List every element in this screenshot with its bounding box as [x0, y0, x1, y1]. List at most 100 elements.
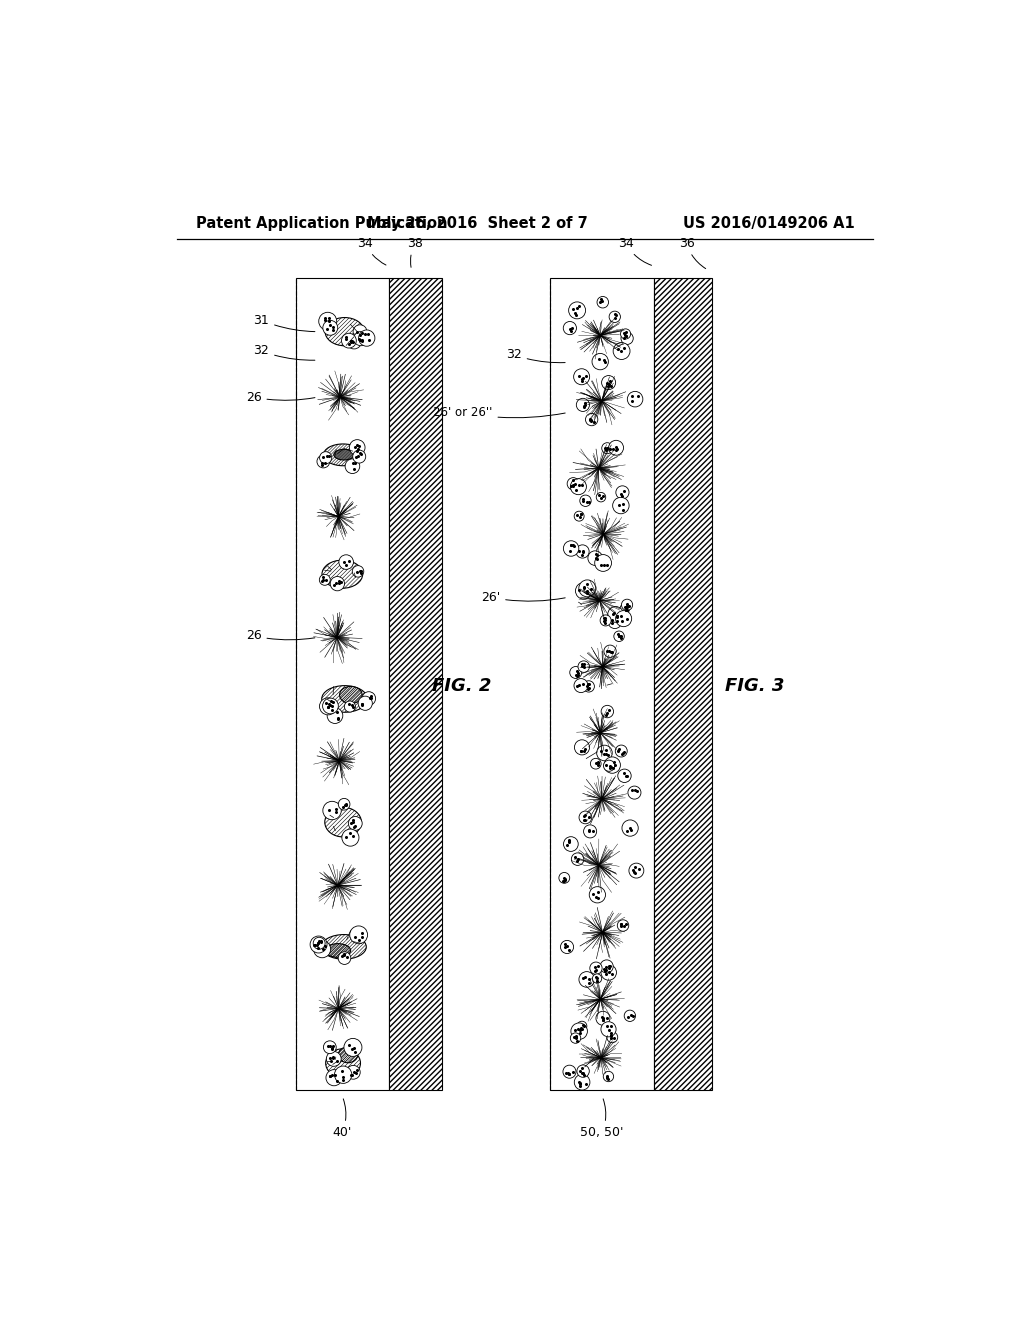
Circle shape	[628, 392, 643, 407]
Circle shape	[330, 577, 344, 591]
Ellipse shape	[322, 935, 367, 960]
Text: May 26, 2016  Sheet 2 of 7: May 26, 2016 Sheet 2 of 7	[367, 216, 588, 231]
Ellipse shape	[340, 686, 362, 704]
Circle shape	[593, 974, 602, 983]
Bar	[296, 277, 388, 1090]
Text: 38: 38	[408, 236, 423, 268]
Circle shape	[580, 495, 591, 507]
Circle shape	[574, 511, 584, 521]
Circle shape	[613, 343, 630, 359]
Circle shape	[327, 1052, 341, 1067]
Circle shape	[602, 376, 615, 389]
Circle shape	[615, 486, 629, 499]
Circle shape	[621, 333, 633, 345]
Circle shape	[609, 312, 621, 322]
Circle shape	[617, 920, 629, 931]
Circle shape	[604, 756, 621, 774]
Circle shape	[560, 940, 573, 953]
Text: 50, 50': 50, 50'	[581, 1098, 624, 1139]
Circle shape	[603, 1072, 613, 1081]
Circle shape	[592, 354, 608, 370]
Circle shape	[310, 936, 327, 953]
Circle shape	[567, 478, 580, 490]
Circle shape	[335, 1067, 352, 1084]
Circle shape	[578, 661, 590, 672]
Text: 34: 34	[617, 236, 651, 265]
Circle shape	[327, 708, 343, 723]
Bar	[654, 277, 712, 1090]
Text: 26': 26'	[481, 591, 565, 603]
Circle shape	[579, 972, 595, 987]
Circle shape	[584, 825, 597, 838]
Circle shape	[573, 368, 590, 384]
Ellipse shape	[338, 1047, 357, 1063]
Text: 34: 34	[357, 236, 386, 265]
Circle shape	[569, 667, 582, 678]
Circle shape	[324, 1041, 336, 1053]
Circle shape	[589, 887, 605, 903]
Text: 32: 32	[506, 348, 565, 363]
Circle shape	[342, 829, 359, 846]
Circle shape	[574, 1074, 590, 1090]
Circle shape	[571, 853, 584, 866]
Circle shape	[362, 692, 376, 705]
Circle shape	[353, 331, 368, 346]
Circle shape	[597, 297, 608, 308]
Circle shape	[612, 498, 629, 513]
Circle shape	[346, 1065, 360, 1080]
Text: 26: 26	[246, 630, 315, 643]
Circle shape	[620, 603, 630, 614]
Circle shape	[563, 541, 579, 556]
Circle shape	[575, 582, 592, 599]
Circle shape	[600, 615, 611, 626]
Circle shape	[622, 599, 633, 610]
Circle shape	[323, 801, 341, 820]
Circle shape	[588, 550, 602, 565]
Circle shape	[352, 450, 366, 463]
Circle shape	[613, 631, 625, 642]
Ellipse shape	[324, 444, 362, 466]
Circle shape	[607, 1032, 617, 1043]
Ellipse shape	[325, 808, 361, 837]
Circle shape	[577, 1065, 589, 1077]
Text: US 2016/0149206 A1: US 2016/0149206 A1	[683, 216, 854, 231]
Circle shape	[578, 1022, 587, 1031]
Circle shape	[563, 322, 577, 335]
Circle shape	[349, 440, 365, 455]
Circle shape	[596, 1011, 610, 1026]
Circle shape	[601, 705, 613, 718]
Text: FIG. 2: FIG. 2	[432, 677, 492, 694]
Circle shape	[622, 820, 638, 836]
Ellipse shape	[334, 449, 354, 459]
Text: 36: 36	[679, 236, 706, 268]
Ellipse shape	[325, 318, 365, 346]
Circle shape	[319, 451, 332, 463]
Circle shape	[596, 492, 606, 502]
Circle shape	[621, 329, 631, 339]
Circle shape	[563, 837, 579, 851]
Circle shape	[575, 545, 589, 558]
Text: 40': 40'	[333, 1098, 352, 1139]
Text: Patent Application Publication: Patent Application Publication	[196, 216, 447, 231]
Circle shape	[559, 873, 569, 883]
Circle shape	[338, 952, 351, 965]
Circle shape	[601, 1022, 616, 1036]
Circle shape	[345, 459, 359, 474]
Circle shape	[570, 479, 587, 495]
Circle shape	[608, 615, 622, 628]
Circle shape	[326, 1069, 342, 1086]
Circle shape	[577, 399, 590, 412]
Circle shape	[583, 681, 594, 692]
Circle shape	[579, 579, 596, 597]
Circle shape	[318, 313, 337, 330]
Circle shape	[628, 787, 641, 799]
Circle shape	[344, 1039, 361, 1056]
Circle shape	[347, 334, 361, 348]
Circle shape	[602, 442, 612, 454]
Circle shape	[604, 645, 616, 657]
Text: 32: 32	[253, 345, 315, 360]
Circle shape	[358, 696, 373, 710]
Circle shape	[319, 698, 337, 715]
Bar	[550, 277, 654, 1090]
Circle shape	[629, 863, 644, 878]
